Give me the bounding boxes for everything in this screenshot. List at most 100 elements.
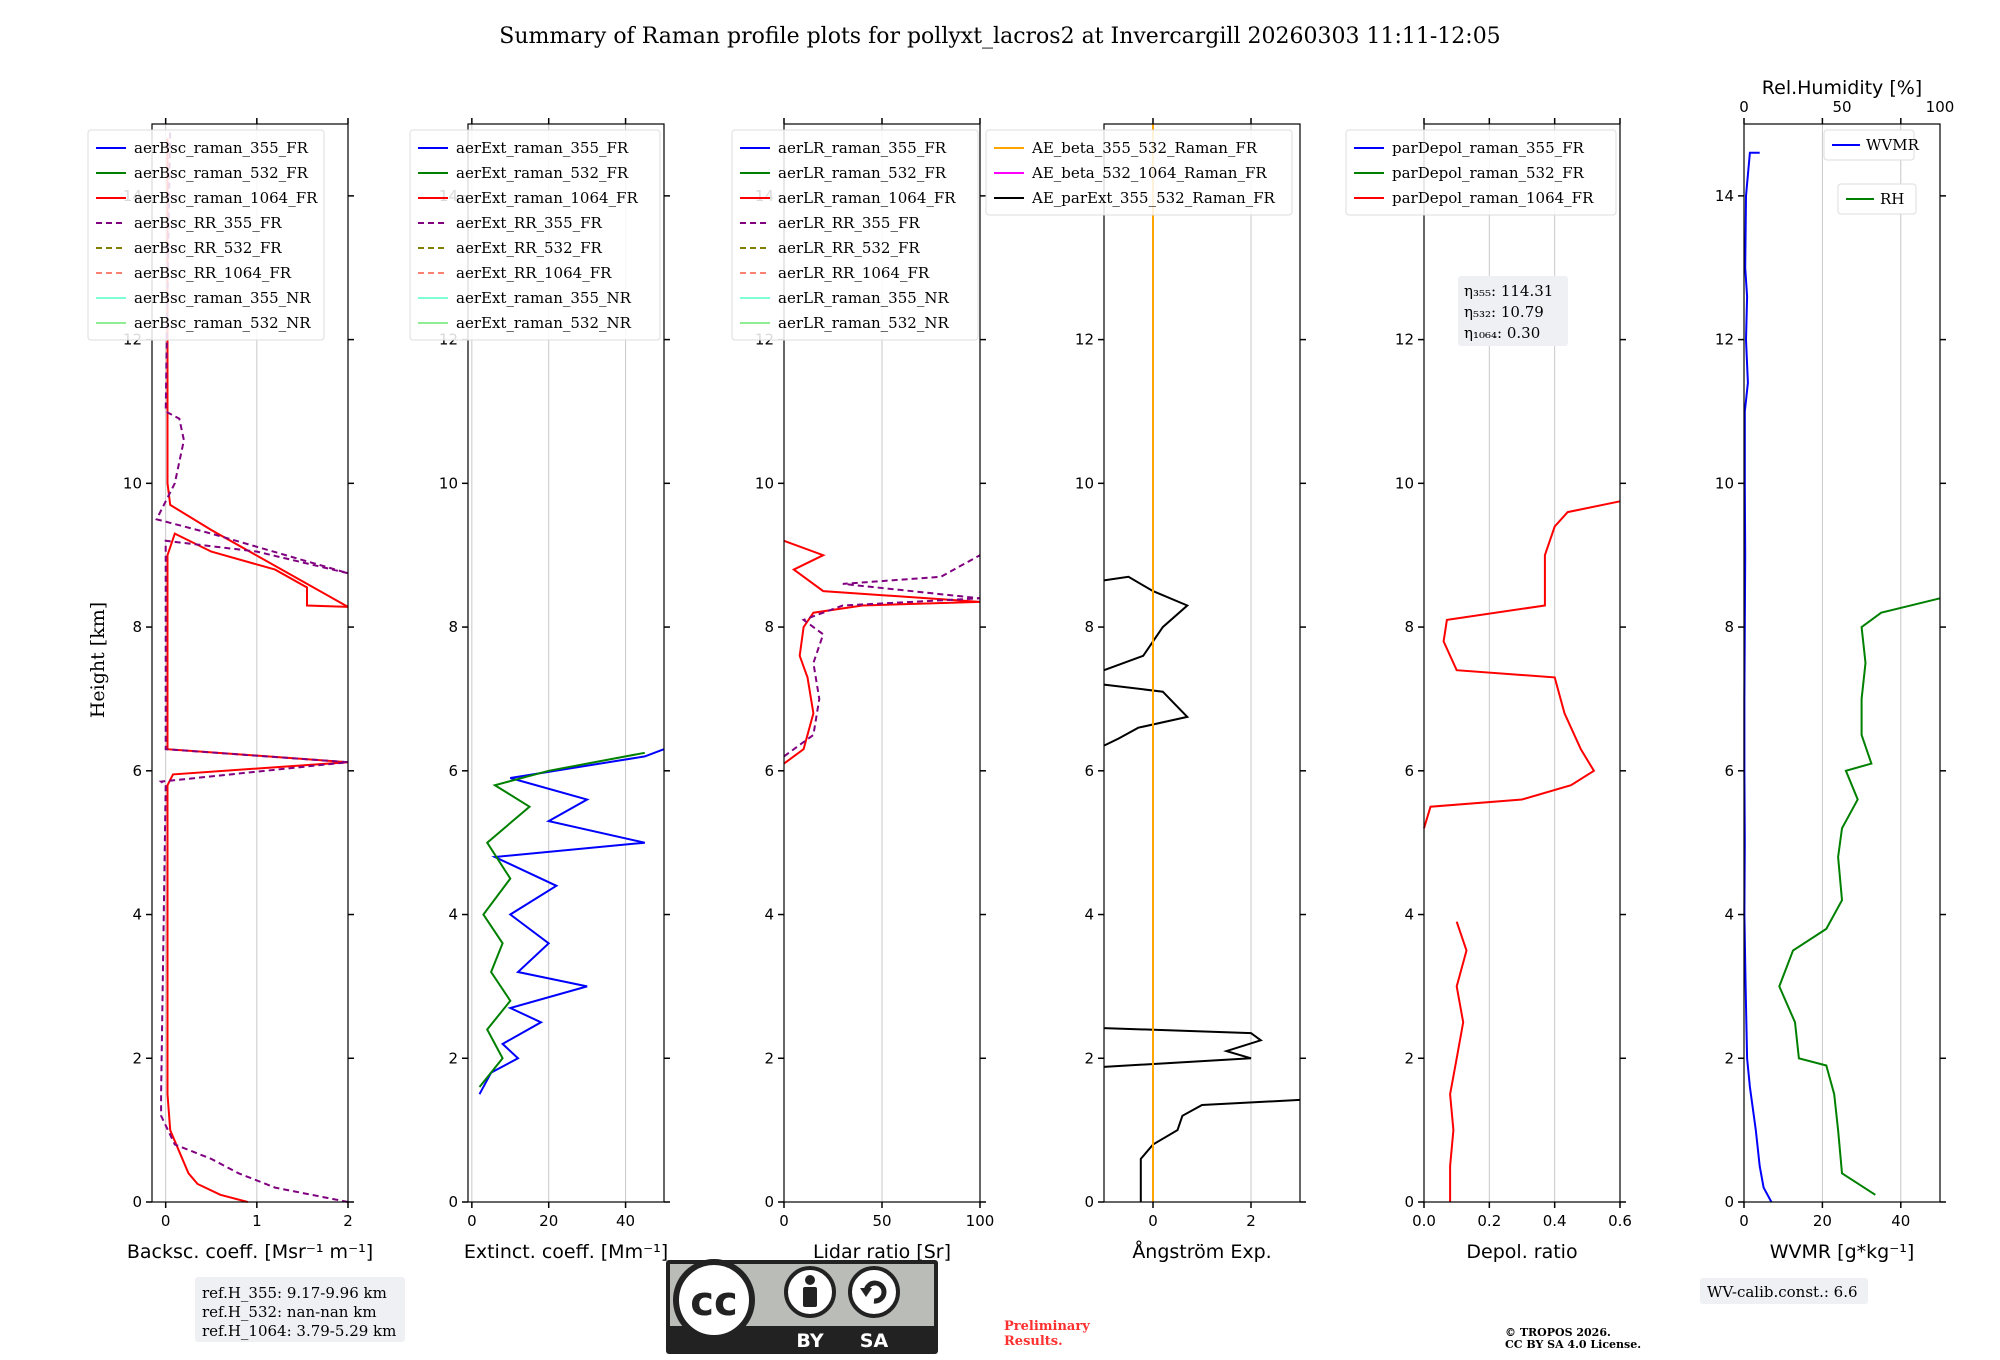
legend-label: AE_parExt_355_532_Raman_FR: [1031, 189, 1276, 207]
series-line-aerbsc-raman-1064-fr: [166, 138, 349, 1203]
x-tick-label: 0: [161, 1212, 171, 1230]
y-tick-label: 2: [132, 1049, 142, 1067]
x-tick-label: 2: [343, 1212, 353, 1230]
legend-label: aerLR_raman_1064_FR: [778, 189, 956, 207]
x-tick-label: 20: [1813, 1212, 1832, 1230]
x-tick-label: 100: [966, 1212, 995, 1230]
y-tick-label: 0: [1404, 1193, 1414, 1211]
legend-label: RH: [1880, 190, 1904, 208]
panel-2: 0246810121402040Extinct. coeff. [Mm⁻¹]ae…: [409, 118, 670, 1263]
legend-label: aerLR_RR_355_FR: [778, 214, 920, 232]
y-tick-label: 2: [1404, 1049, 1414, 1067]
legend: aerBsc_raman_355_FR aerBsc_raman_532_FRae…: [87, 129, 325, 341]
y-tick-label: 0: [132, 1193, 142, 1211]
legend-label: aerExt_raman_532_FR: [456, 164, 629, 182]
ref-height-355: ref.H_355: 9.17-9.96 km: [202, 1284, 387, 1302]
x-axis-label: Extinct. coeff. [Mm⁻¹]: [464, 1241, 668, 1263]
annotation-box: [1458, 276, 1568, 346]
legend-label: aerExt_raman_355_NR: [456, 289, 632, 307]
legend-box: [1823, 129, 1915, 161]
y-tick-label: 8: [1724, 618, 1734, 636]
annotation-text: η₁₀₆₄: 0.30: [1464, 324, 1540, 342]
y-tick-label: 10: [123, 474, 142, 492]
legend: WVMR RH: [1823, 129, 1920, 215]
series-line-pardepol-raman-1064-fr-b: [1423, 500, 1621, 829]
x-tick-label: 0.4: [1543, 1212, 1567, 1230]
y-tick-label: 12: [1395, 331, 1414, 349]
series-line-rh: [1778, 597, 1941, 1196]
legend-box: [1837, 183, 1917, 215]
x-tick-label: 0.6: [1608, 1212, 1632, 1230]
y-tick-label: 6: [1404, 762, 1414, 780]
y-tick-label: 4: [132, 906, 142, 924]
legend-label: WVMR: [1866, 136, 1920, 154]
legend-label: aerLR_RR_1064_FR: [778, 264, 930, 282]
x-tick-label: 0.2: [1477, 1212, 1501, 1230]
y-tick-label: 10: [755, 474, 774, 492]
y-tick-label: 4: [448, 906, 458, 924]
legend-label: AE_beta_532_1064_Raman_FR: [1031, 164, 1267, 182]
y-tick-label: 0: [1084, 1193, 1094, 1211]
panel-4: 0 2 4 6 8 10 12 0 2 Ångström Exp. AE_beta_355_532_…: [985, 118, 1306, 1263]
legend-label: aerLR_raman_355_NR: [778, 289, 949, 307]
legend-label: aerBsc_RR_1064_FR: [134, 264, 292, 282]
series-line-aerlr-raman-1064-fr: [783, 539, 981, 765]
x-tick-label: 0: [1148, 1212, 1158, 1230]
cc-logo-text: cc: [690, 1279, 737, 1325]
x-axis-label: Backsc. coeff. [Msr⁻¹ m⁻¹]: [127, 1241, 373, 1263]
figure-title: Summary of Raman profile plots for polly…: [499, 24, 1500, 49]
legend-label: aerLR_raman_532_NR: [778, 314, 949, 332]
x-tick-label: 0.0: [1412, 1212, 1436, 1230]
x-tick-label: 40: [616, 1212, 635, 1230]
annotation-text: η₅₃₂: 10.79: [1464, 303, 1544, 321]
y-tick-label: 4: [1724, 906, 1734, 924]
top-tick-label: 50: [1832, 98, 1851, 116]
depol-annotation: η₃₅₅: 114.31 η₅₃₂: 10.79 η₁₀₆₄: 0.30: [1458, 276, 1568, 346]
wv-calib-const: WV-calib.const.: 6.6: [1707, 1283, 1858, 1301]
y-tick-label: 0: [1724, 1193, 1734, 1211]
y-tick-label: 2: [448, 1049, 458, 1067]
legend: aerExt_raman_355_FR aerExt_raman_532_FRae…: [409, 129, 661, 341]
panel-6: 0 2 4 6 8 10 12 14 0 20 40 WVMR [g*kg⁻¹] 0 50 100Rel.H…: [1715, 77, 1954, 1263]
series-line-ae-parext-355-532-raman-fr: [1139, 1098, 1301, 1202]
y-tick-label: 2: [764, 1049, 774, 1067]
panels: 02468101214012Backsc. coeff. [Msr⁻¹ m⁻¹]…: [87, 77, 1954, 1263]
plot-frame: [1103, 123, 1301, 1203]
y-tick-label: 8: [448, 618, 458, 636]
plot-frame: [151, 123, 349, 1203]
cc-icon: [673, 1259, 755, 1341]
legend-label: aerExt_RR_532_FR: [456, 239, 603, 257]
copyright-line1: © TROPOS 2026.: [1505, 1326, 1611, 1339]
legend-label: aerExt_raman_532_NR: [456, 314, 632, 332]
y-tick-label: 6: [132, 762, 142, 780]
legend: parDepol_raman_355_FR parDepol_raman_532_…: [1345, 129, 1617, 216]
preliminary-line1: Preliminary: [1004, 1319, 1090, 1334]
legend-label: aerBsc_raman_532_NR: [134, 314, 311, 332]
y-tick-label: 6: [1724, 762, 1734, 780]
legend-box: [87, 129, 325, 341]
x-tick-label: 0: [1739, 1212, 1749, 1230]
legend-label: parDepol_raman_1064_FR: [1392, 189, 1594, 207]
legend-label: aerExt_raman_1064_FR: [456, 189, 638, 207]
x-axis-label: Lidar ratio [Sr]: [813, 1241, 951, 1263]
y-tick-label: 8: [132, 618, 142, 636]
y-tick-label: 6: [448, 762, 458, 780]
legend-label: parDepol_raman_532_FR: [1392, 164, 1585, 182]
legend-label: aerExt_raman_355_FR: [456, 139, 629, 157]
y-tick-label: 4: [764, 906, 774, 924]
sa-icon: [848, 1266, 900, 1318]
y-tick-label: 4: [1084, 906, 1094, 924]
legend-label: parDepol_raman_355_FR: [1392, 139, 1585, 157]
legend-label: aerBsc_raman_355_FR: [134, 139, 309, 157]
y-tick-label: 12: [1075, 331, 1094, 349]
y-tick-label: 6: [764, 762, 774, 780]
y-tick-label: 12: [1715, 331, 1734, 349]
series-line-aerlr-rr-355-fr: [783, 554, 981, 758]
series-line-ae-parext-355-532-raman-fr-c: [1103, 683, 1190, 747]
y-tick-label: 2: [1084, 1049, 1094, 1067]
series-line-aerext-raman-532-fr: [478, 751, 645, 1088]
legend-label: aerBsc_raman_355_NR: [134, 289, 311, 307]
series-line-ae-parext-355-532-raman-fr-d: [1103, 575, 1190, 672]
legend-box: [409, 129, 661, 341]
